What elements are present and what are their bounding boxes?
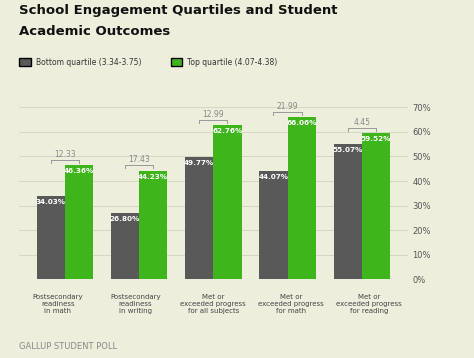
Bar bbox=[362, 133, 390, 279]
Text: 21.99: 21.99 bbox=[277, 102, 298, 111]
Text: 62.76%: 62.76% bbox=[212, 128, 243, 134]
Text: Bottom quartile (3.34-3.75): Bottom quartile (3.34-3.75) bbox=[36, 58, 141, 67]
Text: 59.52%: 59.52% bbox=[361, 136, 391, 142]
Text: 46.36%: 46.36% bbox=[64, 168, 94, 174]
Text: School Engagement Quartiles and Student: School Engagement Quartiles and Student bbox=[19, 4, 337, 16]
Bar bbox=[185, 157, 213, 279]
Text: 34.03%: 34.03% bbox=[36, 199, 66, 205]
Bar bbox=[111, 213, 139, 279]
Text: 17.43: 17.43 bbox=[128, 155, 150, 164]
Text: GALLUP STUDENT POLL: GALLUP STUDENT POLL bbox=[19, 342, 117, 351]
Text: 44.07%: 44.07% bbox=[258, 174, 288, 180]
Bar bbox=[139, 171, 167, 279]
Bar bbox=[36, 196, 65, 279]
Text: Met or
exceeded progress
for math: Met or exceeded progress for math bbox=[258, 294, 324, 314]
Text: Postsecondary
readiness
in writing: Postsecondary readiness in writing bbox=[110, 294, 161, 314]
Text: 66.06%: 66.06% bbox=[286, 120, 317, 126]
Text: 12.99: 12.99 bbox=[202, 110, 224, 119]
Text: 12.33: 12.33 bbox=[54, 150, 76, 159]
Text: Met or
exceeded progress
for all subjects: Met or exceeded progress for all subject… bbox=[181, 294, 246, 314]
Text: 4.45: 4.45 bbox=[353, 118, 370, 127]
Text: Top quartile (4.07-4.38): Top quartile (4.07-4.38) bbox=[187, 58, 277, 67]
Text: Postsecondary
readiness
in math: Postsecondary readiness in math bbox=[33, 294, 83, 314]
Bar bbox=[259, 171, 288, 279]
Text: 26.80%: 26.80% bbox=[110, 216, 140, 222]
Text: 44.23%: 44.23% bbox=[138, 174, 168, 180]
Text: Met or
exceeded progress
for reading: Met or exceeded progress for reading bbox=[336, 294, 401, 314]
Bar bbox=[65, 165, 93, 279]
Bar bbox=[334, 144, 362, 279]
Text: 55.07%: 55.07% bbox=[333, 147, 363, 153]
Bar bbox=[213, 125, 242, 279]
Text: 49.77%: 49.77% bbox=[184, 160, 214, 166]
Text: Academic Outcomes: Academic Outcomes bbox=[19, 25, 170, 38]
Bar bbox=[288, 117, 316, 279]
